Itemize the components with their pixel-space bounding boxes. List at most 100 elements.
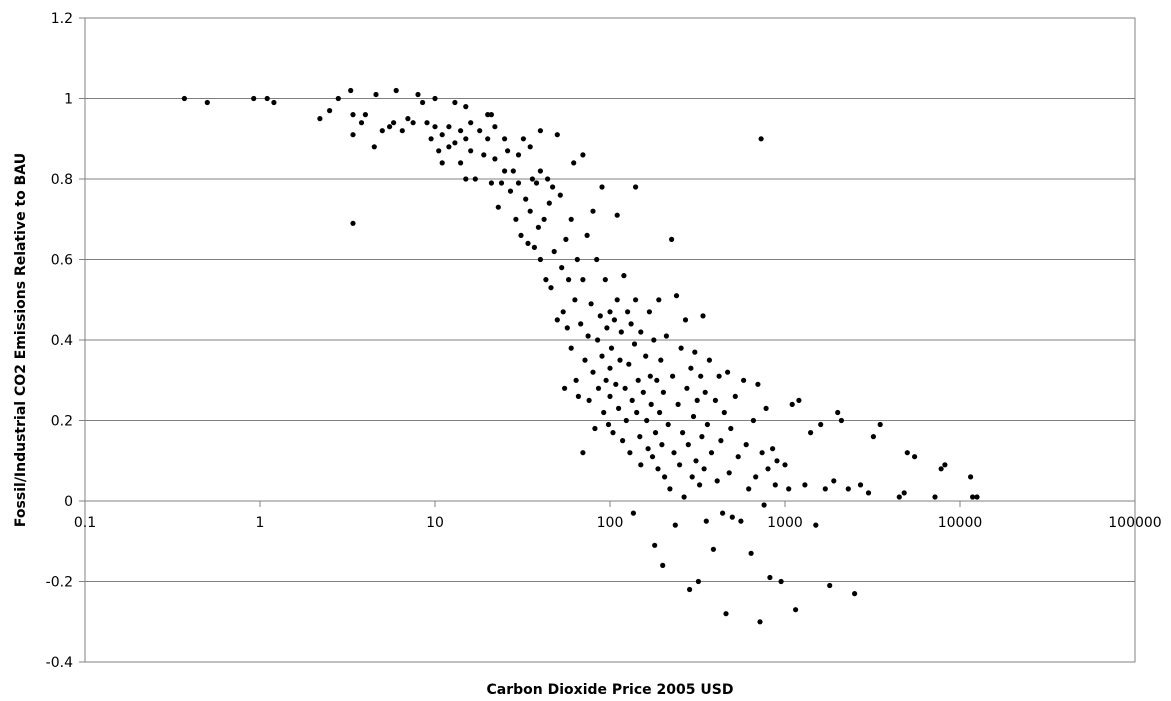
data-point (362, 112, 368, 118)
data-point (896, 494, 902, 500)
data-point (802, 482, 808, 488)
data-point (527, 208, 533, 214)
data-point (578, 321, 584, 327)
data-point (671, 450, 677, 456)
data-point (607, 365, 613, 371)
data-point (634, 409, 640, 416)
data-point (710, 546, 717, 552)
data-point (680, 430, 686, 436)
data-point (633, 184, 639, 190)
data-point (458, 128, 464, 134)
data-point (763, 405, 769, 411)
data-point (458, 160, 464, 166)
data-point (665, 421, 671, 428)
y-tick-label: 0.2 (51, 414, 73, 430)
x-tick-label: 100000 (1108, 515, 1161, 531)
data-point (778, 578, 784, 585)
data-points (181, 87, 980, 625)
y-tick-labels: -0.4 -0.2 0 0.2 0.4 0.6 0.8 1 1.2 (46, 11, 85, 671)
data-point (622, 385, 628, 391)
data-point (712, 397, 719, 403)
data-point (703, 518, 709, 524)
data-point (595, 337, 601, 343)
data-point (688, 365, 694, 371)
data-point (689, 474, 695, 480)
data-point (492, 124, 498, 130)
data-point (507, 188, 514, 194)
data-point (603, 377, 609, 383)
data-point (706, 357, 713, 363)
data-point (574, 256, 580, 263)
data-point (535, 224, 542, 230)
data-point (463, 176, 469, 182)
data-point (684, 385, 690, 391)
data-point (870, 434, 877, 440)
data-point (604, 325, 610, 331)
data-point (699, 434, 705, 440)
data-point (793, 607, 799, 613)
data-point (610, 430, 616, 436)
data-point (656, 297, 662, 303)
data-point (638, 462, 644, 468)
data-point (695, 578, 702, 585)
data-point (774, 458, 780, 464)
data-point (845, 486, 851, 492)
data-point (831, 478, 837, 484)
data-point (852, 591, 858, 597)
x-tick-label: 1000 (767, 515, 803, 531)
data-point (741, 377, 747, 383)
data-point (718, 438, 724, 444)
data-point (446, 144, 452, 150)
data-point (533, 180, 540, 186)
data-point (694, 397, 700, 403)
data-point (748, 550, 754, 556)
data-point (702, 389, 708, 395)
data-point (523, 196, 529, 202)
data-point (317, 116, 323, 122)
data-point (575, 393, 582, 399)
data-point (585, 333, 591, 339)
data-point (687, 586, 693, 593)
data-point (678, 345, 684, 351)
data-point (782, 462, 788, 468)
data-point (563, 236, 569, 242)
data-point (580, 450, 586, 456)
data-point (932, 494, 938, 500)
data-point (660, 562, 666, 569)
data-point (271, 99, 277, 106)
data-point (654, 377, 660, 383)
data-point (611, 317, 618, 323)
data-point (697, 482, 703, 488)
data-point (728, 425, 734, 432)
y-tick-label: 0.6 (51, 253, 73, 269)
data-point (670, 373, 676, 379)
data-point (877, 421, 883, 428)
data-point (439, 160, 445, 166)
data-point (681, 494, 687, 500)
data-point (485, 112, 491, 118)
data-point (463, 104, 469, 110)
data-point (938, 466, 944, 472)
data-point (735, 454, 741, 460)
data-point (649, 454, 656, 460)
data-point (677, 462, 683, 468)
data-point (586, 397, 592, 403)
data-point (391, 120, 397, 126)
data-point (599, 184, 605, 190)
data-point (759, 450, 765, 456)
data-point (452, 140, 458, 146)
data-point (675, 401, 681, 407)
data-point (554, 317, 560, 323)
data-point (796, 397, 802, 403)
data-point (904, 450, 910, 456)
data-point (350, 112, 356, 118)
data-point (560, 309, 566, 315)
data-point (420, 99, 426, 106)
data-point (582, 357, 588, 363)
data-point (648, 401, 654, 407)
data-point (646, 309, 653, 315)
data-point (729, 514, 735, 520)
data-point (387, 124, 393, 130)
data-point (626, 361, 632, 367)
data-point (432, 124, 438, 130)
